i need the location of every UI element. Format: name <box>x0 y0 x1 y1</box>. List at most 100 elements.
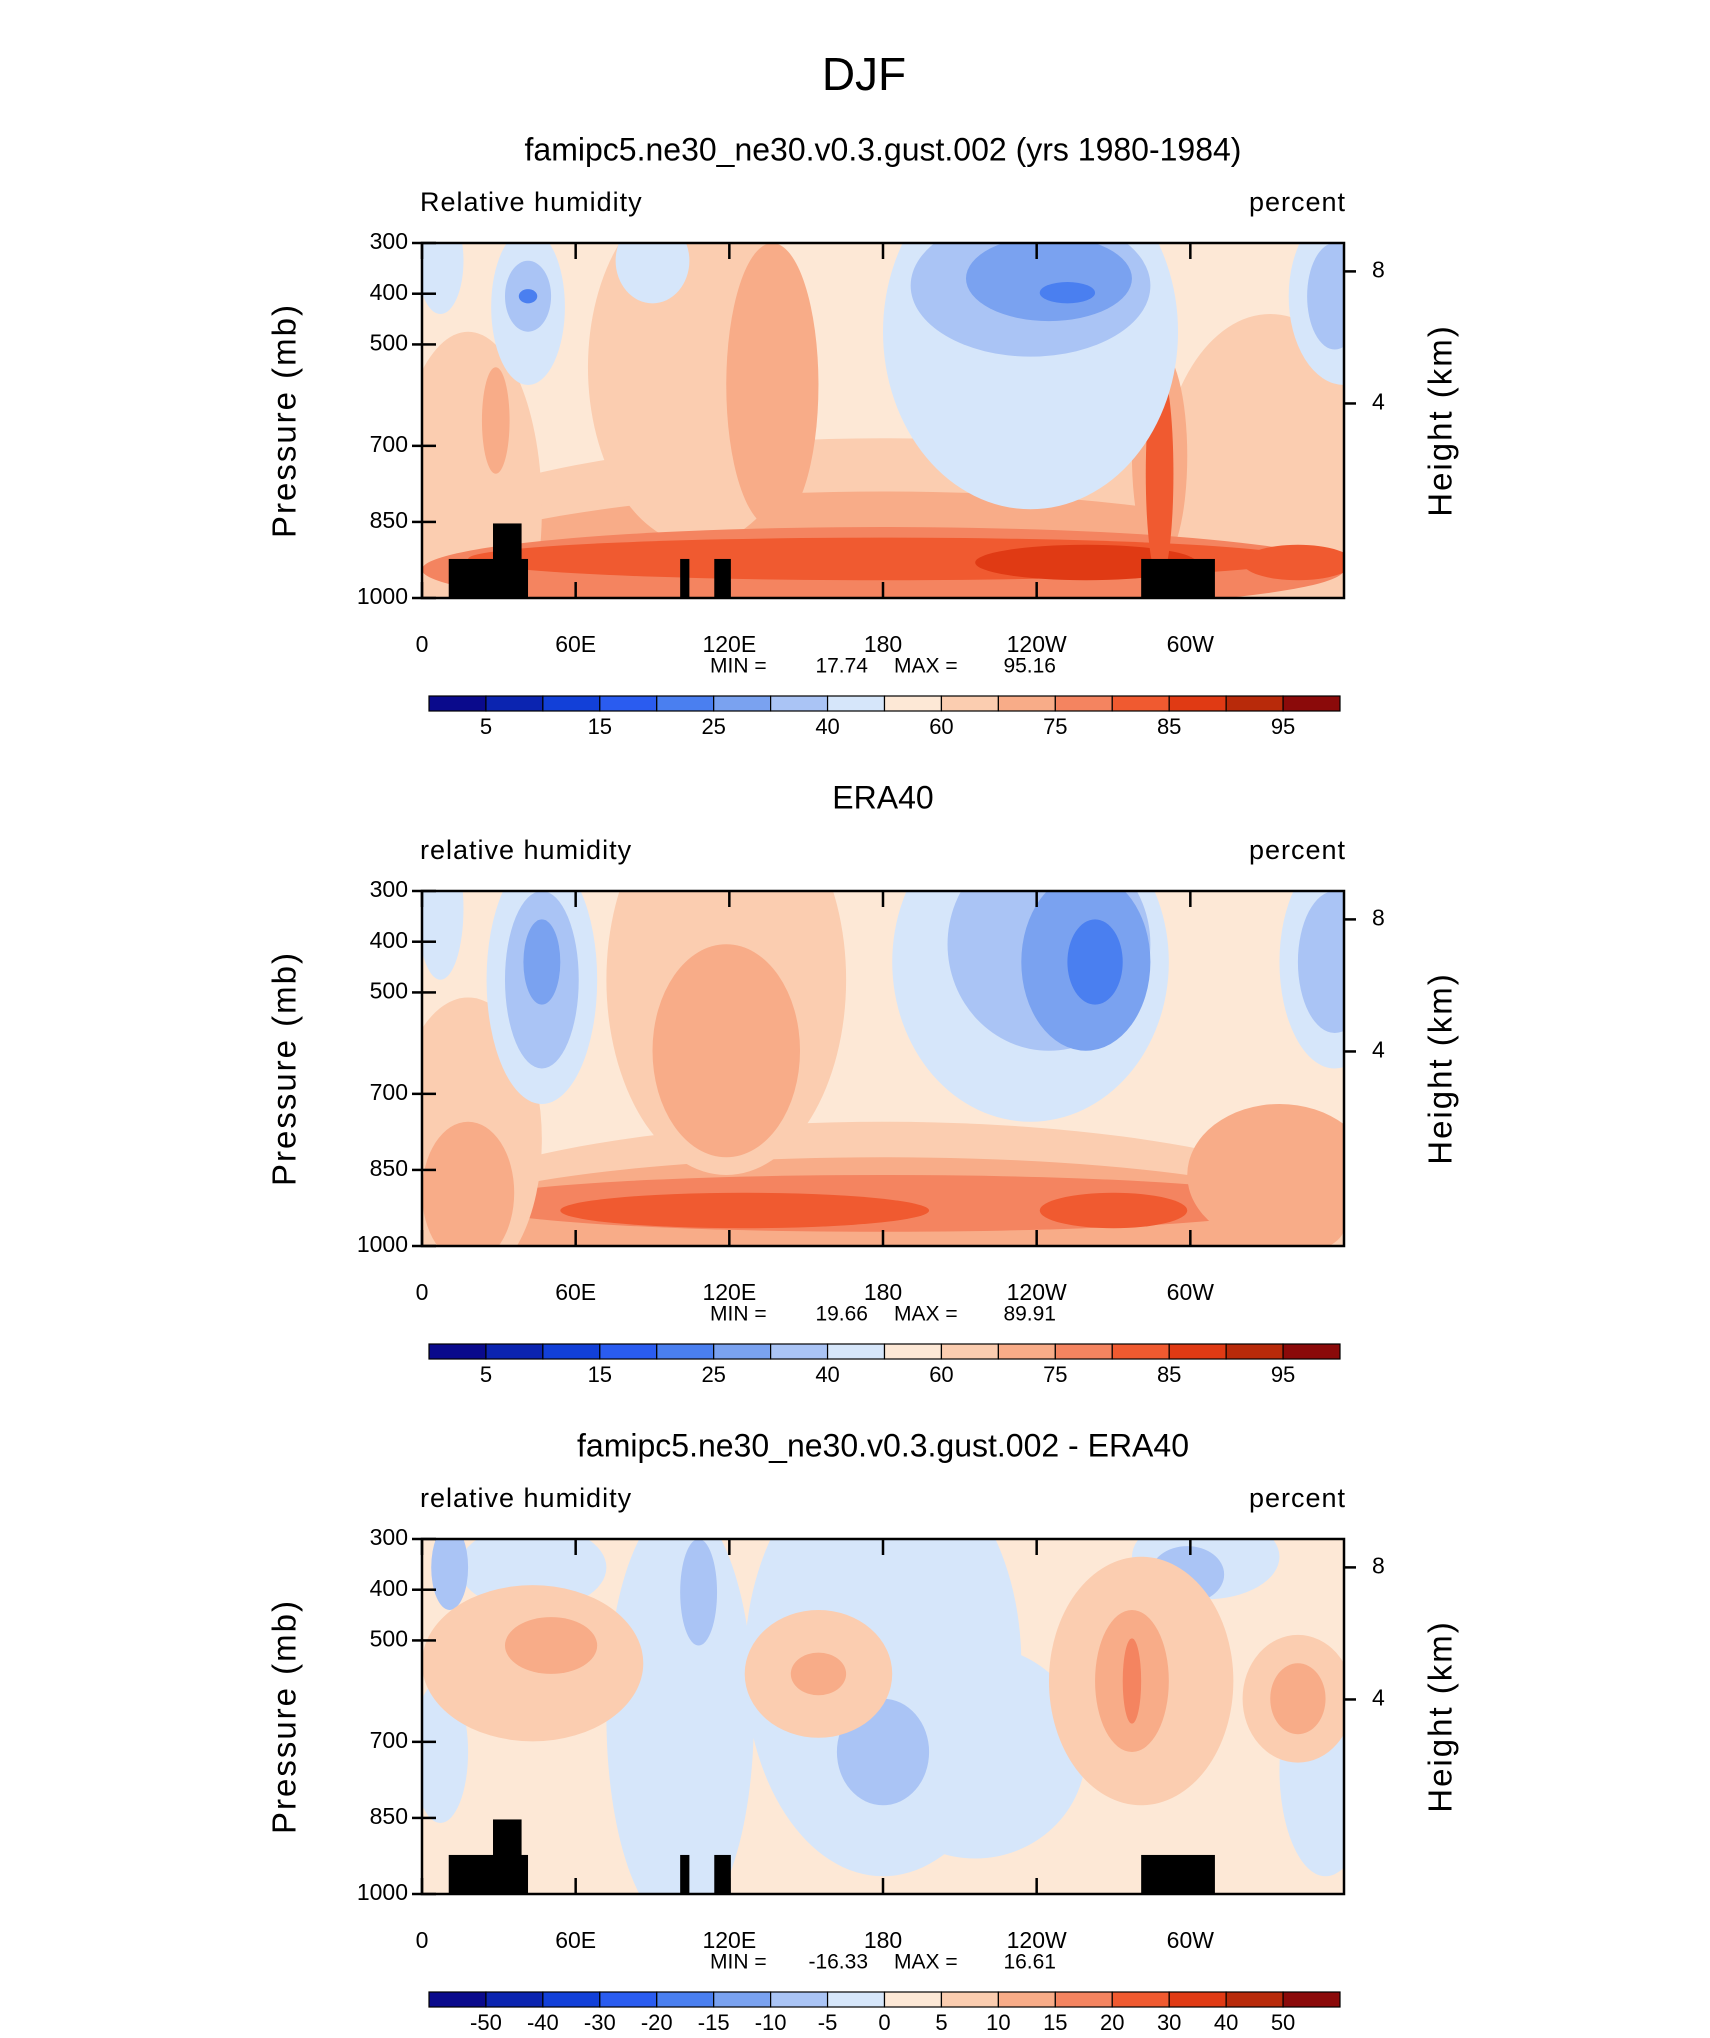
colorbar-label: 5 <box>480 1362 492 1387</box>
units-label: percent <box>1249 187 1346 217</box>
land-mask <box>492 1819 522 1894</box>
colorbar-box <box>542 695 601 712</box>
contour-region <box>1307 243 1344 350</box>
colorbar-box <box>656 695 715 712</box>
y-tick-label: 1000 <box>357 1231 408 1257</box>
y-tick-label: 400 <box>370 927 408 953</box>
contour-region <box>652 944 801 1158</box>
y-tick-label: 1000 <box>357 583 408 609</box>
min-value: 17.74 <box>815 655 868 678</box>
x-tick-label: 120W <box>1007 1927 1067 1953</box>
colorbar-label: 25 <box>701 1362 725 1387</box>
y-tick-label: 700 <box>370 1727 408 1753</box>
contour-region <box>422 891 464 980</box>
colorbar-box <box>656 1991 715 2008</box>
colorbar-label: -50 <box>470 2010 502 2035</box>
contour-region <box>422 243 464 314</box>
y2-tick-label: 8 <box>1372 1552 1385 1578</box>
contour-region <box>422 1121 515 1246</box>
contour-region <box>481 367 510 474</box>
y-axis-label: Pressure (mb) <box>266 951 303 1186</box>
colorbar-box <box>997 695 1056 712</box>
figure-title: DJF <box>822 48 906 100</box>
land-mask <box>1141 558 1215 598</box>
y-tick-label: 400 <box>370 279 408 305</box>
y2-axis-label: Height (km) <box>1422 1620 1459 1813</box>
y-tick-label: 500 <box>370 1626 408 1652</box>
x-tick-label: 180 <box>864 631 902 657</box>
y-tick-label: 1000 <box>357 1879 408 1905</box>
colorbar-label: 15 <box>1043 2010 1067 2035</box>
colorbar-box <box>883 1343 943 1360</box>
y2-tick-label: 8 <box>1372 256 1385 282</box>
land-mask <box>1141 1854 1215 1894</box>
colorbar-box <box>1225 695 1284 712</box>
colorbar-box <box>1225 1343 1284 1360</box>
colorbar-box <box>940 695 999 712</box>
contour-region <box>864 1645 1086 1859</box>
colorbar-box <box>1282 1343 1341 1360</box>
colorbar-label: 40 <box>815 1362 839 1387</box>
x-tick-label: 180 <box>864 1927 902 1953</box>
contour-region <box>615 243 690 304</box>
y-tick-label: 850 <box>370 1803 408 1829</box>
contour-field <box>422 1539 1344 1894</box>
max-label: MAX = <box>894 1951 958 1974</box>
colorbar-label: 40 <box>1214 2010 1238 2035</box>
colorbar-box <box>599 695 658 712</box>
colorbar-box <box>1054 1343 1113 1360</box>
y-axis-label: Pressure (mb) <box>266 1599 303 1834</box>
x-tick-label: 0 <box>416 631 429 657</box>
units-label: percent <box>1249 835 1346 865</box>
land-mask <box>714 558 731 598</box>
contour-field <box>422 243 1344 598</box>
colorbar-label: 0 <box>878 2010 890 2035</box>
colorbar-box <box>883 1991 943 2008</box>
panel-title: ERA40 <box>832 779 933 815</box>
contour-region <box>1270 1663 1326 1735</box>
contour-region <box>518 289 538 304</box>
x-tick-label: 180 <box>864 1279 902 1305</box>
contour-region <box>560 1192 930 1229</box>
variable-label: Relative humidity <box>420 187 643 217</box>
colorbar-box <box>1282 695 1341 712</box>
colorbar-box <box>599 1991 658 2008</box>
colorbar-box <box>883 695 943 712</box>
contour-region <box>726 243 819 527</box>
colorbar-label: 15 <box>588 714 612 739</box>
x-tick-label: 120E <box>702 631 756 657</box>
x-tick-label: 120E <box>702 1927 756 1953</box>
contour-region <box>1159 314 1344 598</box>
colorbar-label: 50 <box>1271 2010 1295 2035</box>
y2-tick-label: 4 <box>1372 1685 1385 1711</box>
colorbar-label: 95 <box>1271 1362 1295 1387</box>
contour-region <box>1067 919 1123 1005</box>
x-tick-label: 60E <box>555 1279 596 1305</box>
min-label: MIN = <box>710 1951 767 1974</box>
x-tick-label: 60E <box>555 631 596 657</box>
panel-title: famipc5.ne30_ne30.v0.3.gust.002 - ERA40 <box>577 1427 1189 1463</box>
x-tick-label: 60W <box>1167 631 1215 657</box>
contour-region <box>1122 1638 1142 1724</box>
contour-region <box>1187 1104 1344 1246</box>
colorbar-box <box>485 1991 544 2008</box>
contour-region <box>606 1539 754 1894</box>
colorbar-label: -5 <box>818 2010 838 2035</box>
colorbar-label: 75 <box>1043 1362 1067 1387</box>
colorbar-box <box>713 1343 772 1360</box>
y2-tick-label: 4 <box>1372 389 1385 415</box>
colorbar-box <box>770 695 829 712</box>
max-value: 89.91 <box>1003 1303 1056 1326</box>
contour-region <box>1242 544 1344 581</box>
min-label: MIN = <box>710 655 767 678</box>
x-tick-label: 60W <box>1167 1279 1215 1305</box>
y-tick-label: 700 <box>370 1079 408 1105</box>
y2-tick-label: 4 <box>1372 1037 1385 1063</box>
colorbar-label: -20 <box>641 2010 673 2035</box>
colorbar-label: 40 <box>815 714 839 739</box>
max-label: MAX = <box>894 1303 958 1326</box>
colorbar-box <box>542 1991 601 2008</box>
colorbar-box <box>770 1343 829 1360</box>
colorbar-box <box>713 695 772 712</box>
